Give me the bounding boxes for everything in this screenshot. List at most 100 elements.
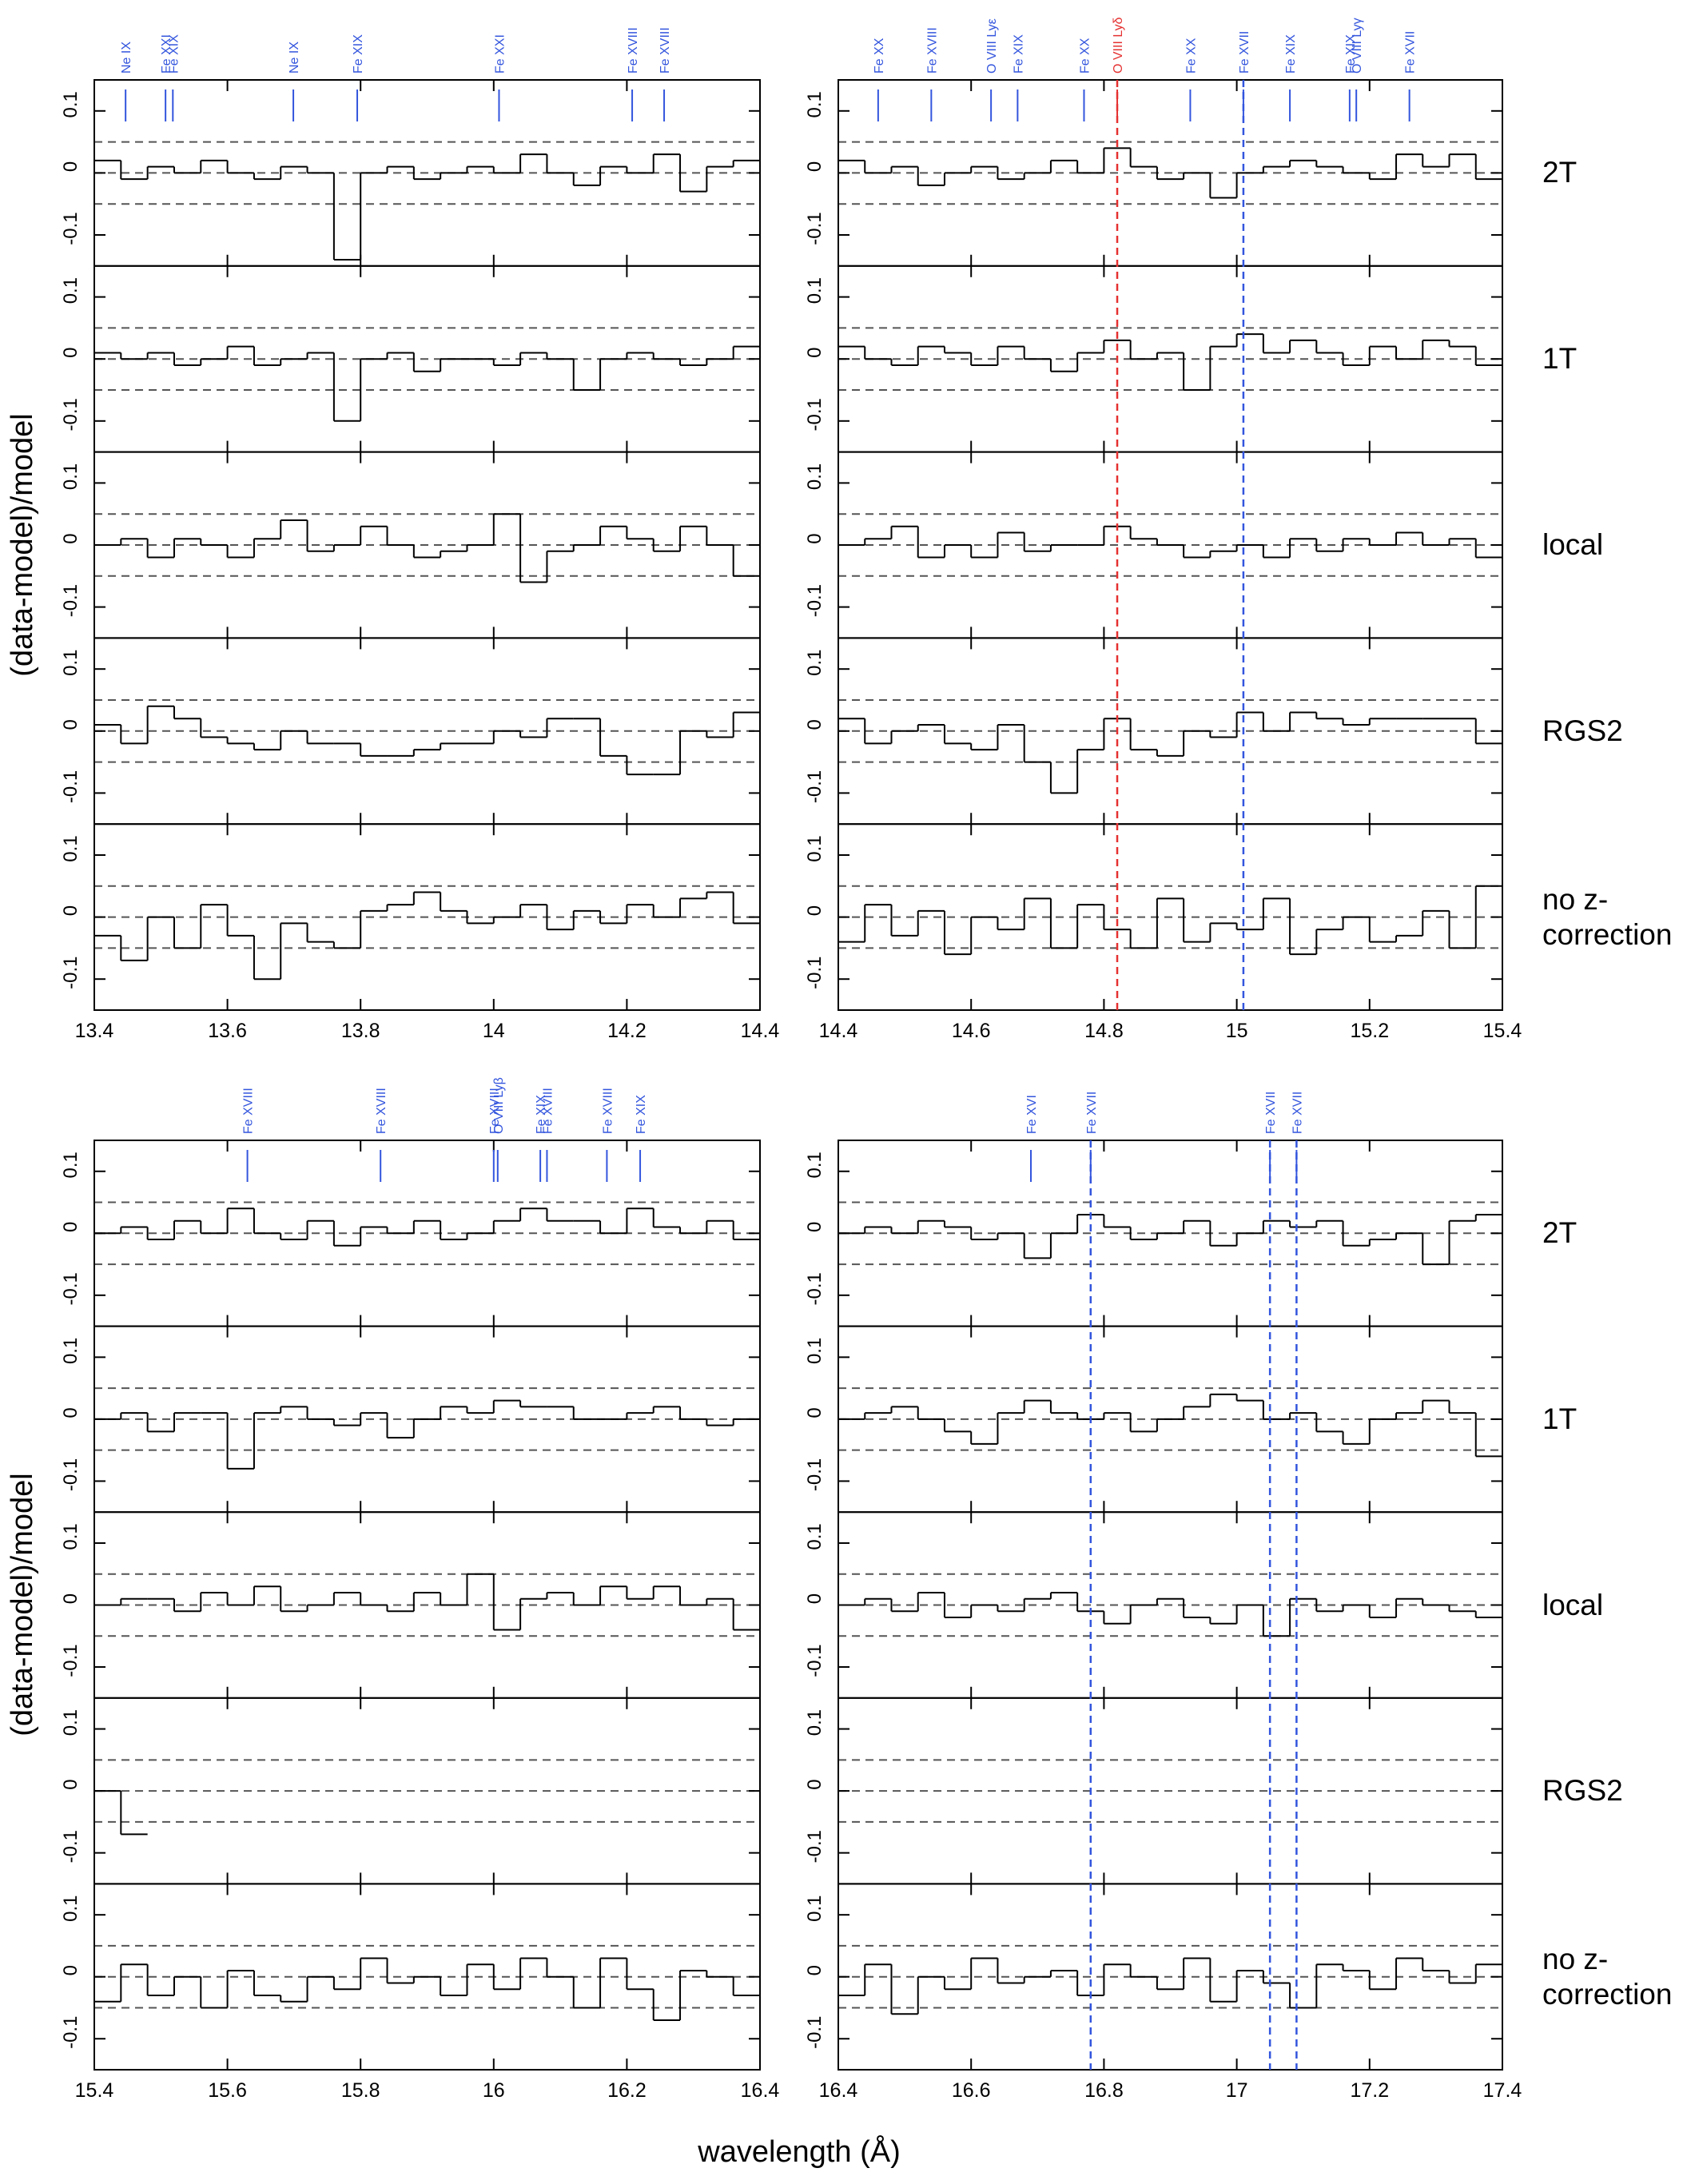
y-tick-label: 0.1 xyxy=(60,91,82,117)
y-tick-label: -0.1 xyxy=(804,770,826,803)
x-tick-label: 14 xyxy=(483,1020,505,1042)
y-tick-label: 0 xyxy=(60,533,82,543)
x-tick-label: 16.4 xyxy=(741,2079,780,2102)
y-tick-label: 0.1 xyxy=(804,277,826,304)
step-series xyxy=(94,1207,760,1247)
x-tick-label: 13.8 xyxy=(341,1020,380,1042)
line-label: O VIII Lyδ xyxy=(1112,17,1125,74)
x-tick-label: 15 xyxy=(1226,1020,1248,1042)
row-label: RGS2 xyxy=(1542,1774,1623,1808)
x-tick-label: 16.2 xyxy=(607,2079,647,2102)
x-tick-label: 14.2 xyxy=(607,1020,647,1042)
step-series xyxy=(94,153,760,261)
x-tick-label: 13.6 xyxy=(208,1020,247,1042)
y-tick-label: -0.1 xyxy=(804,1644,826,1677)
line-label: Fe XIX xyxy=(167,34,181,74)
y-tick-label: -0.1 xyxy=(804,584,826,617)
step-series xyxy=(94,1399,760,1470)
x-tick-label: 15.4 xyxy=(75,2079,114,2102)
y-tick-label: 0.1 xyxy=(60,650,82,676)
step-series xyxy=(94,1957,760,2021)
y-tick-label: 0.1 xyxy=(804,835,826,861)
row-label: 1T xyxy=(1542,342,1578,376)
line-label: Fe XVII xyxy=(1085,1092,1099,1134)
y-tick-label: 0 xyxy=(804,1222,826,1232)
x-tick-label: 15.8 xyxy=(341,2079,380,2102)
row-label: no z-correction xyxy=(1542,882,1673,951)
y-tick-label: 0 xyxy=(804,1779,826,1789)
line-label: Fe XVII xyxy=(1291,1092,1304,1134)
line-label: Fe XIX xyxy=(535,1095,548,1134)
line-label: Fe XVII xyxy=(1238,31,1251,74)
y-tick-label: -0.1 xyxy=(804,1830,826,1863)
line-label: O VIII Lyγ xyxy=(1351,18,1364,74)
step-series xyxy=(94,891,760,981)
y-tick-label: 0 xyxy=(804,348,826,358)
y-tick-label: -0.1 xyxy=(804,398,826,431)
x-tick-label: 13.4 xyxy=(75,1020,114,1042)
line-label: Fe XXI xyxy=(160,34,173,74)
line-label: Ne IX xyxy=(120,42,133,74)
line-label: O VIII Lyβ xyxy=(492,1077,506,1134)
line-label: Fe XX xyxy=(873,38,886,74)
x-tick-label: 15.2 xyxy=(1350,1020,1389,1042)
line-label: Fe XIX xyxy=(635,1095,648,1134)
y-tick-label: -0.1 xyxy=(804,1272,826,1305)
y-axis-label: (data-model)/model xyxy=(6,413,39,676)
y-tick-label: 0 xyxy=(60,1965,82,1975)
x-tick-label: 16 xyxy=(483,2079,505,2102)
step-series xyxy=(838,147,1502,199)
step-series xyxy=(838,1393,1502,1458)
x-tick-label: 14.4 xyxy=(741,1020,780,1042)
y-tick-label: 0 xyxy=(804,533,826,543)
row-label: local xyxy=(1542,1588,1604,1621)
y-tick-label: 0.1 xyxy=(60,1895,82,1921)
line-label: Fe XVIII xyxy=(375,1088,388,1134)
y-tick-label: -0.1 xyxy=(60,1458,82,1491)
line-label: Fe XVII xyxy=(1404,31,1418,74)
step-series xyxy=(838,1591,1502,1637)
x-tick-label: 14.6 xyxy=(952,1020,991,1042)
y-tick-label: 0 xyxy=(60,1222,82,1232)
step-series xyxy=(838,333,1502,391)
y-tick-label: 0 xyxy=(804,1407,826,1418)
x-tick-label: 16.8 xyxy=(1084,2079,1124,2102)
y-tick-label: -0.1 xyxy=(804,1458,826,1491)
y-tick-label: 0.1 xyxy=(60,277,82,304)
y-tick-label: -0.1 xyxy=(60,1644,82,1677)
y-tick-label: 0 xyxy=(60,1407,82,1418)
y-tick-label: 0.1 xyxy=(804,650,826,676)
line-label: Fe XIX xyxy=(1012,34,1025,74)
line-label: Fe XVIII xyxy=(541,1088,555,1134)
y-tick-label: 0 xyxy=(60,905,82,916)
y-tick-label: 0 xyxy=(60,348,82,358)
panel-frame xyxy=(838,1883,1503,2071)
row-label: local xyxy=(1542,528,1604,561)
y-tick-label: 0.1 xyxy=(804,91,826,117)
line-label: Fe XIX xyxy=(1344,34,1358,74)
row-label: 2T xyxy=(1542,1216,1578,1250)
line-label: Fe XXI xyxy=(493,34,507,74)
y-tick-label: -0.1 xyxy=(60,1830,82,1863)
y-tick-label: 0 xyxy=(804,905,826,916)
line-label: Fe XVIII xyxy=(242,1088,256,1134)
x-tick-label: 17.2 xyxy=(1350,2079,1389,2102)
y-tick-label: 0 xyxy=(60,719,82,730)
x-axis-label: wavelength (Å) xyxy=(697,2134,900,2169)
y-tick-label: 0 xyxy=(60,1779,82,1789)
y-tick-label: 0.1 xyxy=(60,1152,82,1178)
x-tick-label: 15.6 xyxy=(208,2079,247,2102)
step-series xyxy=(838,711,1502,794)
line-label: Fe XVIII xyxy=(601,1088,615,1134)
x-tick-label: 16.4 xyxy=(819,2079,858,2102)
y-tick-label: 0.1 xyxy=(60,1338,82,1364)
y-tick-label: -0.1 xyxy=(804,2016,826,2049)
line-label: O VIII Lyε xyxy=(985,18,999,74)
step-series xyxy=(838,885,1502,956)
y-tick-label: -0.1 xyxy=(60,212,82,245)
x-tick-label: 14.4 xyxy=(819,1020,858,1042)
line-label: Fe XVI xyxy=(1025,1095,1039,1134)
step-series xyxy=(94,345,760,422)
